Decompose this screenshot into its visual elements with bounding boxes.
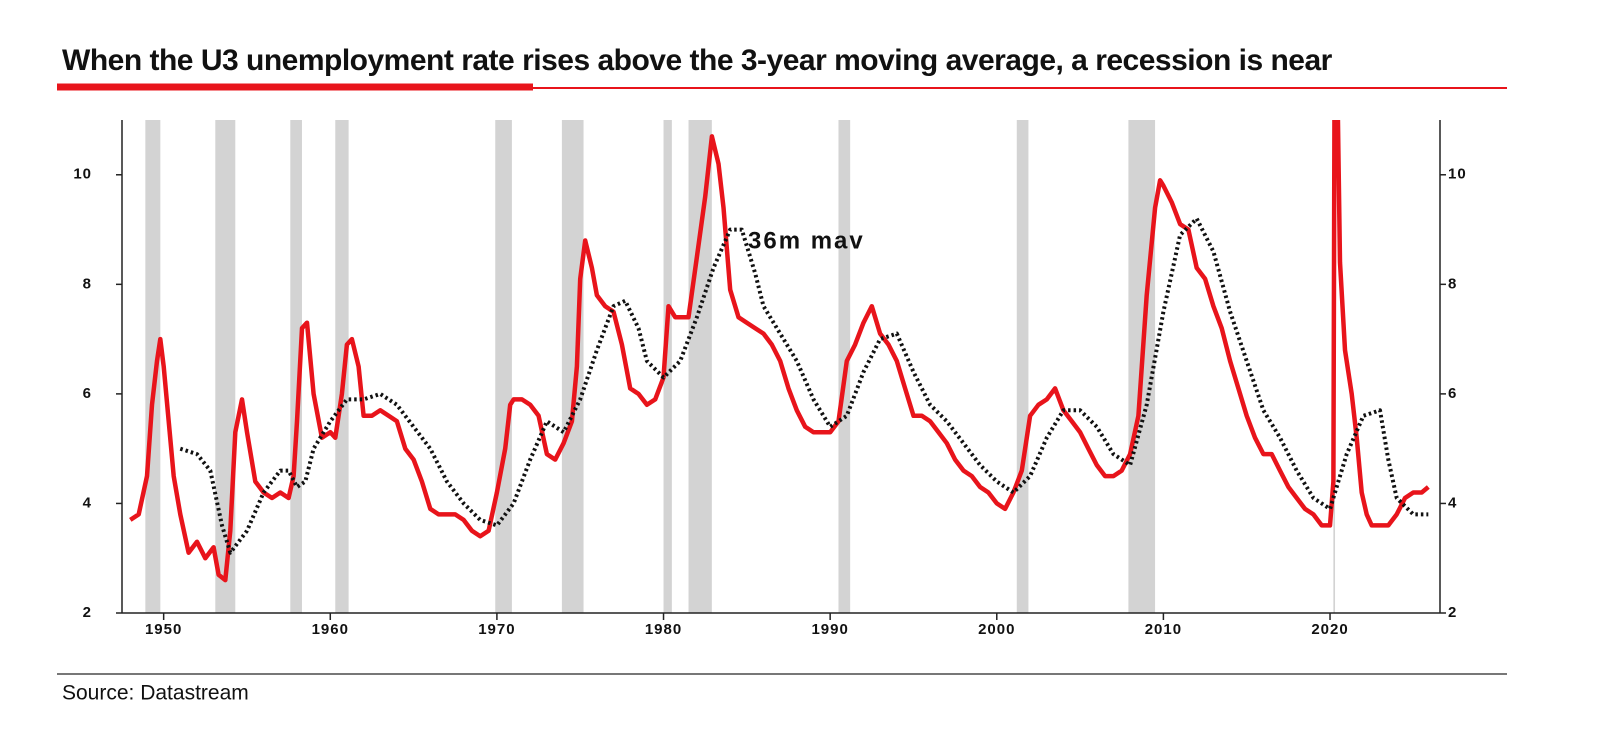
x-tick-label: 1990 <box>811 621 848 638</box>
y2-tick-label: 10 <box>1448 166 1467 183</box>
y-tick-label: 2 <box>83 604 92 621</box>
x-tick-label: 2020 <box>1311 621 1348 638</box>
y-tick-label: 6 <box>83 385 92 402</box>
chart-title: When the U3 unemployment rate rises abov… <box>62 44 1333 77</box>
y-tick-label: 8 <box>83 275 92 292</box>
x-tick-label: 2000 <box>978 621 1015 638</box>
annotation: 36m mav <box>748 227 865 254</box>
y2-tick-label: 2 <box>1448 604 1457 621</box>
recession-band <box>290 120 302 613</box>
y-tick-label: 4 <box>83 494 92 511</box>
x-tick-label: 1980 <box>645 621 682 638</box>
recession-band <box>688 120 712 613</box>
y2-tick-label: 4 <box>1448 494 1457 511</box>
recession-band <box>663 120 672 613</box>
unemployment-line <box>129 120 1430 583</box>
series-group <box>129 120 1430 583</box>
moving-average-line <box>179 216 1429 555</box>
y2-tick-label: 8 <box>1448 275 1457 292</box>
recession-band <box>215 120 236 613</box>
plot-area: 2 2 4 4 6 6 8 8 10 10 1950 1960 1970 1980 1990 2000 2010… <box>73 120 1467 638</box>
source: Source: Datastream <box>62 682 249 705</box>
recession-band <box>495 120 512 613</box>
recession-band <box>145 120 161 613</box>
x-tick-label: 2010 <box>1145 621 1182 638</box>
recession-band <box>561 120 584 613</box>
recession-band <box>335 120 349 613</box>
y2-tick-label: 6 <box>1448 385 1457 402</box>
recession-band <box>1016 120 1029 613</box>
x-tick-label: 1970 <box>478 621 515 638</box>
x-tick-label: 1950 <box>145 621 182 638</box>
y-tick-label: 10 <box>73 166 92 183</box>
x-tick-label: 1960 <box>312 621 349 638</box>
